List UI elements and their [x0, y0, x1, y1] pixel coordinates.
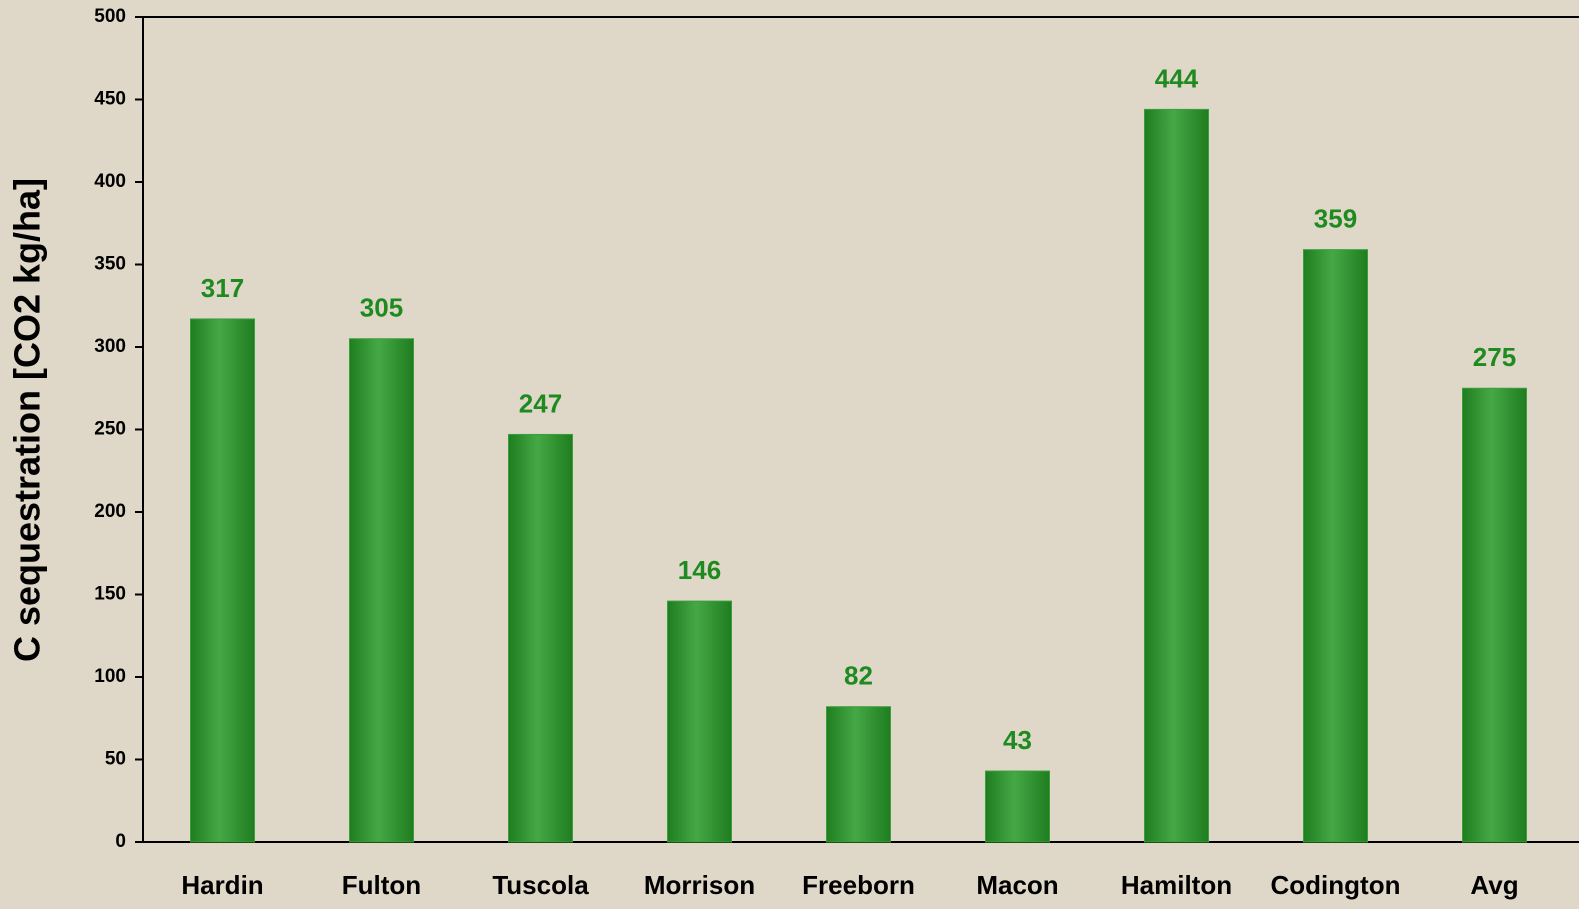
- data-label: 317: [201, 273, 244, 303]
- y-tick-label: 350: [94, 254, 126, 275]
- x-tick-label: Freeborn: [802, 870, 915, 900]
- data-label: 359: [1314, 204, 1357, 234]
- bar: [190, 318, 255, 843]
- data-label: 305: [360, 293, 403, 323]
- y-tick-label: 450: [94, 89, 126, 110]
- bar: [985, 770, 1050, 843]
- y-tick-label: 300: [94, 336, 126, 357]
- x-tick-label: Hamilton: [1121, 870, 1232, 900]
- y-tick-label: 200: [94, 501, 126, 522]
- data-label: 444: [1155, 63, 1199, 93]
- data-label: 247: [519, 388, 562, 418]
- data-label: 275: [1473, 342, 1516, 372]
- data-label: 82: [844, 661, 873, 691]
- y-tick-label: 250: [94, 419, 126, 440]
- x-tick-label: Morrison: [644, 870, 755, 900]
- x-tick-label: Avg: [1470, 870, 1518, 900]
- bar: [1144, 108, 1209, 843]
- y-axis-label: C sequestration [CO2 kg/ha]: [7, 178, 48, 662]
- bar: [667, 600, 732, 843]
- data-label: 43: [1003, 725, 1032, 755]
- y-tick-label: 150: [94, 584, 126, 605]
- x-tick-label: Fulton: [342, 870, 421, 900]
- bar: [349, 338, 414, 843]
- y-tick-label: 0: [115, 831, 126, 852]
- x-tick-label: Tuscola: [492, 870, 589, 900]
- bar: [1303, 249, 1368, 843]
- bar: [1462, 387, 1527, 843]
- y-tick-label: 100: [94, 666, 126, 687]
- y-tick-label: 500: [94, 6, 126, 27]
- bar: [508, 433, 573, 843]
- x-tick-label: Hardin: [181, 870, 263, 900]
- bar: [826, 706, 891, 843]
- x-tick-label: Macon: [976, 870, 1058, 900]
- data-label: 146: [678, 555, 721, 585]
- y-tick-label: 400: [94, 171, 126, 192]
- x-tick-label: Codington: [1271, 870, 1401, 900]
- y-tick-label: 50: [105, 749, 126, 770]
